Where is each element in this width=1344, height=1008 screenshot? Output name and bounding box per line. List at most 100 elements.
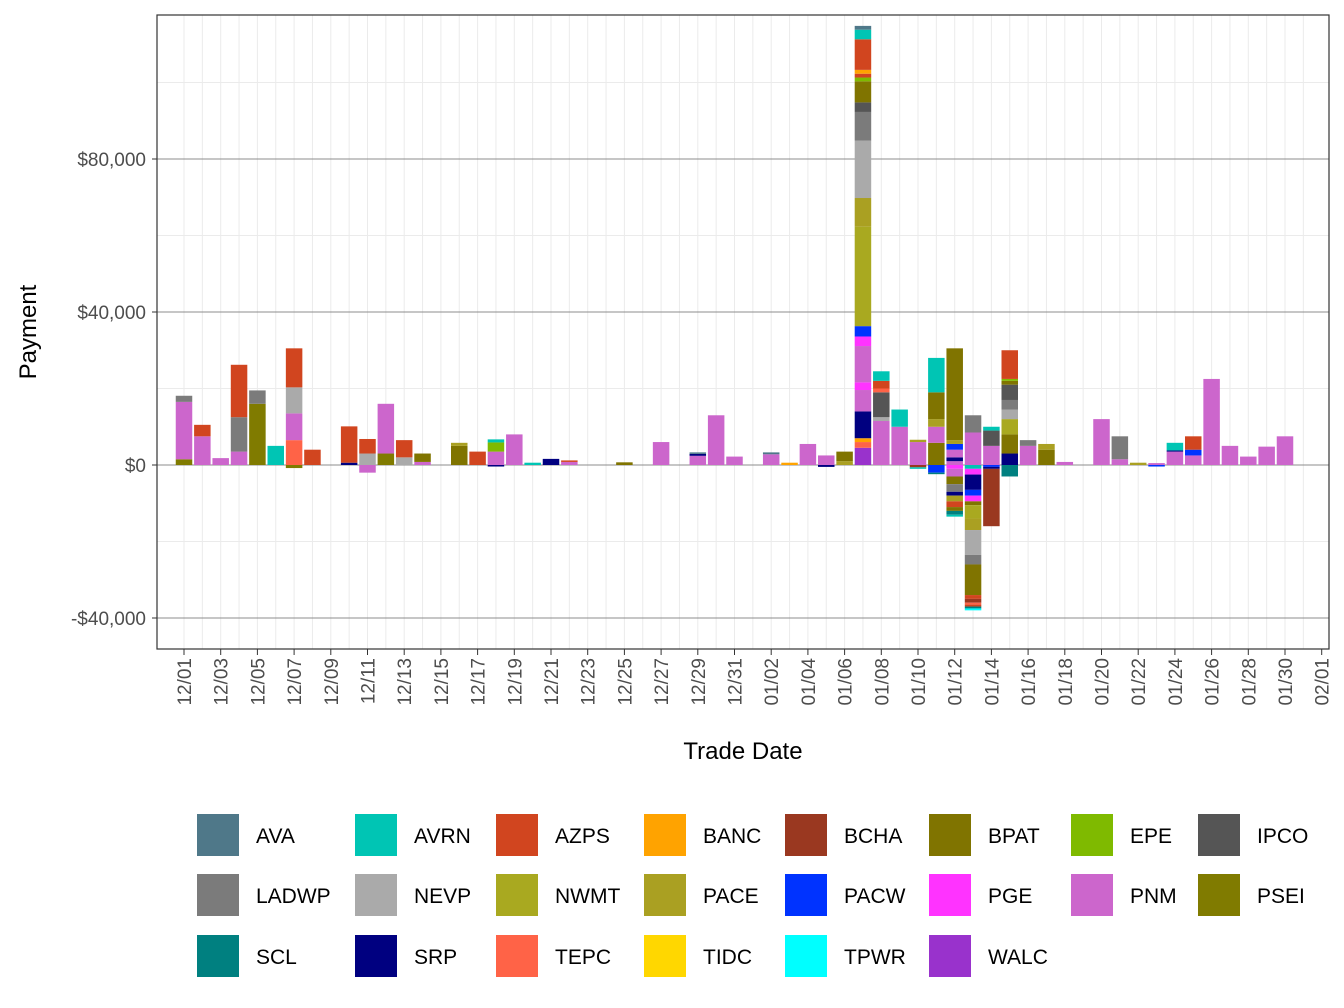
bar-segment-pacw [928, 465, 945, 473]
bar-segment-pnm [561, 461, 578, 465]
x-tick-label: 12/19 [505, 658, 526, 706]
bar-segment-srp [854, 411, 872, 439]
bar-segment-avrn [909, 467, 927, 469]
legend-swatch-pacw [785, 874, 827, 916]
x-tick-label: 12/11 [359, 658, 380, 704]
bar-segment-bpat [964, 564, 982, 596]
legend-swatch-tepc [496, 935, 538, 977]
x-tick-label: 12/29 [689, 658, 710, 706]
legend-label-tidc: TIDC [703, 946, 752, 969]
bar-segment-srp [983, 466, 1000, 469]
bar-segment-scl [1001, 465, 1018, 477]
bar-segment-ladwp [1111, 436, 1129, 460]
legend-label-ladwp: LADWP [256, 885, 331, 908]
bar-segment-ladwp [854, 111, 872, 141]
bar-segment-bpat [1038, 449, 1055, 465]
x-tick-label: 01/24 [1166, 658, 1187, 706]
bar-segment-pnm [928, 426, 945, 443]
bar-segment-pnm [818, 455, 835, 465]
bar-segment-ladwp [964, 415, 982, 433]
x-tick-label: 02/01 [1313, 658, 1334, 706]
bar-segment-pnm [194, 436, 211, 465]
legend-label-avrn: AVRN [414, 825, 471, 848]
bar-segment-avrn [487, 439, 505, 443]
bar-segment-bpat [946, 507, 963, 511]
bar-segment-pge [946, 465, 963, 469]
legend-label-srp: SRP [414, 946, 457, 969]
x-tick-label: 01/28 [1239, 658, 1260, 706]
legend-label-banc: BANC [703, 825, 761, 848]
bar-segment-pnm [377, 403, 395, 454]
y-tick-label: $40,000 [77, 303, 146, 324]
bar-segment-pnm [1093, 419, 1110, 465]
bar-segment-avrn [964, 465, 982, 469]
legend-swatch-walc [929, 935, 971, 977]
bar-segment-walc [854, 447, 872, 465]
bar-segment-nevp [873, 417, 890, 422]
bar-segment-pge [964, 468, 982, 475]
legend-label-tpwr: TPWR [844, 946, 906, 969]
bar-segment-ladwp [964, 554, 982, 565]
bar-segment-azps [194, 424, 211, 437]
bar-segment-pacw [946, 443, 963, 450]
bar-segment-pacw [983, 465, 1000, 467]
bar-segment-tepc [964, 602, 982, 605]
legend-swatch-bcha [785, 814, 827, 856]
bar-segment-ava [762, 452, 780, 455]
legend-label-pge: PGE [988, 885, 1032, 908]
bar-segment-pnm [652, 442, 670, 465]
bar-segment-psei [249, 403, 266, 465]
bar-segment-bpat [946, 348, 963, 441]
bar-segment-srp [340, 462, 358, 465]
bar-segment-pnm [964, 432, 982, 465]
bar-segment-pnm [762, 454, 780, 465]
bar-segment-tepc [873, 388, 890, 393]
bar-segment-srp [542, 458, 560, 465]
legend-label-ava: AVA [256, 825, 295, 848]
bar-segment-pnm [854, 346, 872, 383]
legend-swatch-pace [644, 874, 686, 916]
gridlines [157, 15, 1329, 649]
bar-segment-pnm [359, 465, 376, 473]
legend-swatch-scl [197, 935, 239, 977]
legend-swatch-avrn [355, 814, 397, 856]
bar-segment-pnm [873, 421, 890, 465]
bar-segment-epe [1001, 378, 1018, 381]
legend-label-ipco: IPCO [1257, 825, 1308, 848]
bar-segment-srp [1001, 453, 1018, 465]
plot-panel-background [157, 15, 1329, 649]
bar-segment-azps [285, 348, 303, 388]
bar-segment-bpat [928, 392, 945, 420]
bar-segment-pnm [506, 434, 523, 465]
bar-segment-srp [946, 491, 963, 496]
bar-segment-epe [487, 442, 505, 452]
bar-segment-avrn [983, 426, 1000, 431]
bar-segment-ipco [983, 430, 1000, 446]
legend-label-pacw: PACW [844, 885, 906, 908]
x-tick-label: 12/03 [212, 658, 233, 706]
bar-segment-azps [561, 460, 578, 462]
bar-segment-pnm [1056, 461, 1074, 465]
x-tick-label: 12/25 [615, 658, 636, 706]
x-tick-label: 01/08 [872, 658, 893, 706]
bar-segment-pnm [799, 443, 817, 465]
bar-segment-pace [836, 461, 853, 465]
legend-label-azps: AZPS [555, 825, 610, 848]
bar-segment-pge [854, 382, 872, 391]
bar-segment-pnm [1276, 436, 1294, 465]
legend-label-pace: PACE [703, 885, 759, 908]
y-tick-label: $80,000 [77, 150, 146, 171]
bar-segment-nwmt [1001, 419, 1018, 435]
bar-segment-bpat [854, 81, 872, 103]
bar-segment-nevp [395, 457, 413, 465]
x-tick-label: 01/14 [982, 658, 1003, 706]
x-tick-label: 01/10 [909, 658, 930, 706]
legend-swatch-ava [197, 814, 239, 856]
bar-segment-pace [909, 439, 927, 443]
bar-segment-azps [359, 438, 376, 454]
bar-segment-pnm [1258, 446, 1275, 465]
legend-swatch-psei [1198, 874, 1240, 916]
bar-segment-pnm [230, 451, 248, 465]
x-tick-label: 12/07 [285, 658, 306, 706]
legend-label-walc: WALC [988, 946, 1048, 969]
